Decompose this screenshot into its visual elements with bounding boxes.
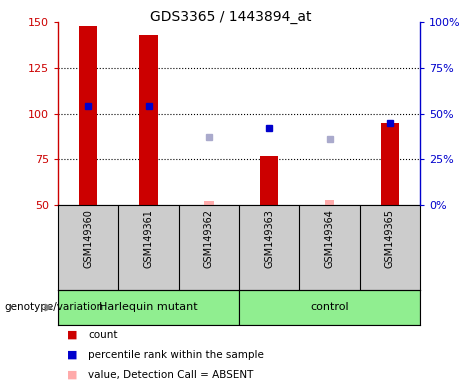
Text: GSM149361: GSM149361 bbox=[143, 209, 154, 268]
Text: value, Detection Call = ABSENT: value, Detection Call = ABSENT bbox=[88, 370, 254, 380]
Bar bbox=[79, 26, 97, 205]
Text: count: count bbox=[88, 330, 118, 340]
Text: GSM149365: GSM149365 bbox=[385, 209, 395, 268]
Bar bbox=[139, 35, 158, 205]
Text: GSM149360: GSM149360 bbox=[83, 209, 93, 268]
Bar bbox=[239, 290, 420, 325]
Text: Harlequin mutant: Harlequin mutant bbox=[99, 303, 198, 313]
Text: ■: ■ bbox=[67, 330, 78, 340]
Bar bbox=[260, 156, 278, 205]
Text: GSM149362: GSM149362 bbox=[204, 209, 214, 268]
Text: GSM149364: GSM149364 bbox=[325, 209, 335, 268]
Text: ■: ■ bbox=[67, 370, 78, 380]
Bar bbox=[204, 201, 214, 205]
Text: percentile rank within the sample: percentile rank within the sample bbox=[88, 350, 264, 360]
Text: GSM149363: GSM149363 bbox=[264, 209, 274, 268]
Text: control: control bbox=[310, 303, 349, 313]
Bar bbox=[58, 290, 239, 325]
Text: GDS3365 / 1443894_at: GDS3365 / 1443894_at bbox=[150, 10, 311, 23]
Text: ■: ■ bbox=[67, 350, 78, 360]
Text: genotype/variation: genotype/variation bbox=[5, 303, 104, 313]
Bar bbox=[381, 122, 399, 205]
Bar bbox=[325, 200, 335, 205]
